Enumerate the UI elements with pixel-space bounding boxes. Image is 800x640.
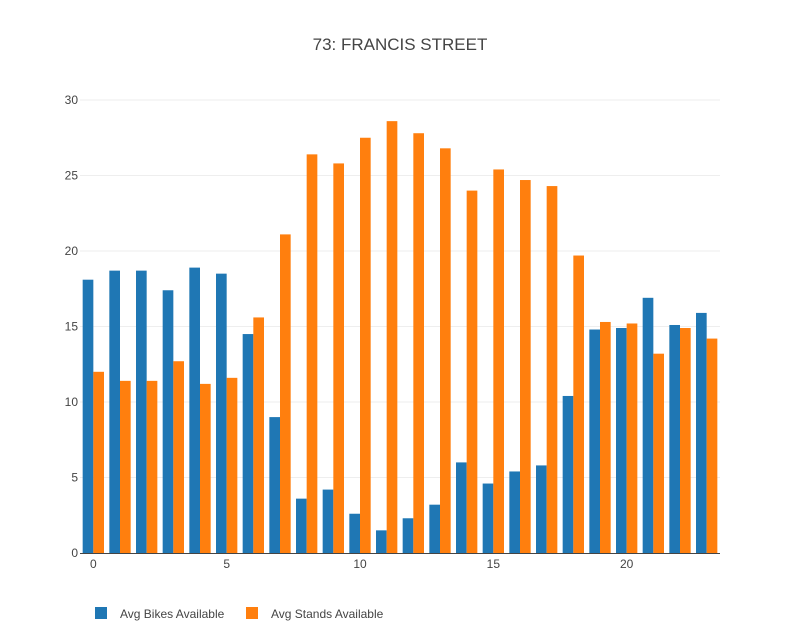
stands-bar[interactable]: [440, 148, 451, 553]
stands-bar[interactable]: [493, 169, 504, 553]
bikes-bar[interactable]: [162, 290, 174, 553]
stands-bar[interactable]: [146, 380, 158, 553]
stands-bar[interactable]: [93, 371, 104, 553]
bikes-bar[interactable]: [402, 518, 414, 553]
y-tick-label: 20: [65, 244, 79, 258]
bikes-bar[interactable]: [642, 297, 654, 553]
stands-bar[interactable]: [333, 163, 344, 554]
bikes-bar[interactable]: [349, 513, 360, 553]
bikes-bar[interactable]: [616, 328, 627, 553]
bikes-bar[interactable]: [216, 273, 227, 553]
stands-bar[interactable]: [680, 328, 691, 553]
stands-bar[interactable]: [226, 377, 238, 553]
bikes-bar[interactable]: [109, 270, 120, 553]
stands-bar[interactable]: [360, 137, 371, 553]
bikes-bar[interactable]: [562, 395, 574, 553]
bikes-bar[interactable]: [696, 312, 707, 553]
bikes-bar[interactable]: [456, 462, 467, 553]
bikes-bar[interactable]: [536, 465, 547, 553]
x-tick-label: 20: [620, 557, 634, 571]
stands-bar[interactable]: [520, 180, 531, 553]
stands-bar[interactable]: [413, 133, 424, 553]
chart-title: 73: FRANCIS STREET: [313, 35, 488, 54]
stands-bar[interactable]: [466, 190, 478, 553]
bikes-bar[interactable]: [136, 270, 147, 553]
legend-label-stands[interactable]: Avg Stands Available: [271, 607, 384, 621]
y-tick-label: 0: [71, 546, 78, 560]
y-tick-label: 25: [65, 169, 79, 183]
bikes-bar[interactable]: [296, 498, 307, 553]
axes-layer: 0 5 10 15 20 25 30 0 5 10 15 20: [65, 93, 720, 571]
stands-bar[interactable]: [306, 154, 318, 554]
stands-bar[interactable]: [573, 255, 584, 553]
stands-bar[interactable]: [120, 380, 131, 553]
stands-bar[interactable]: [706, 338, 718, 553]
grid-layer: [80, 99, 720, 478]
legend-swatch-stands[interactable]: [246, 607, 258, 619]
stands-bar[interactable]: [280, 234, 291, 553]
y-tick-label: 30: [65, 93, 79, 107]
stands-bar[interactable]: [546, 186, 558, 553]
y-tick-label: 5: [71, 471, 78, 485]
bikes-bar[interactable]: [669, 324, 680, 553]
bikes-bar[interactable]: [269, 417, 280, 553]
bikes-bar[interactable]: [589, 329, 600, 553]
bikes-bar[interactable]: [82, 279, 94, 553]
y-tick-label: 10: [65, 395, 79, 409]
bikes-bar[interactable]: [322, 489, 334, 553]
bikes-bar[interactable]: [189, 267, 200, 553]
x-tick-label: 5: [223, 557, 230, 571]
bikes-bar[interactable]: [509, 471, 520, 553]
stands-bar[interactable]: [173, 361, 184, 553]
stands-bar[interactable]: [653, 353, 664, 553]
stands-bar[interactable]: [200, 383, 211, 553]
bikes-bar[interactable]: [242, 334, 254, 553]
x-tick-label: 10: [353, 557, 367, 571]
x-tick-label: 0: [90, 557, 97, 571]
stands-bar[interactable]: [253, 317, 264, 553]
legend-swatch-bikes[interactable]: [95, 607, 107, 619]
bikes-bar[interactable]: [376, 530, 387, 553]
stands-bar[interactable]: [600, 321, 611, 553]
y-tick-label: 15: [65, 320, 79, 334]
stands-bar[interactable]: [626, 323, 638, 553]
bikes-bar[interactable]: [482, 483, 494, 553]
x-tick-label: 15: [487, 557, 501, 571]
legend-label-bikes[interactable]: Avg Bikes Available: [120, 607, 225, 621]
stands-bar[interactable]: [386, 121, 398, 553]
legend[interactable]: Avg Bikes Available Avg Stands Available: [95, 607, 384, 621]
bikes-bar[interactable]: [429, 504, 440, 553]
bars-layer: [82, 121, 718, 554]
